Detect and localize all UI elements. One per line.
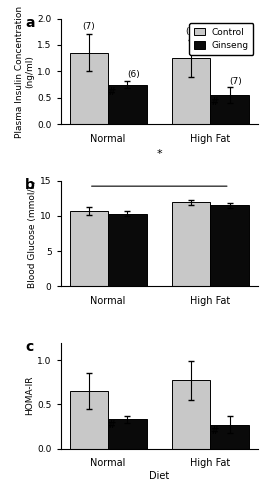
Y-axis label: Blood Glucose (mmol/L): Blood Glucose (mmol/L): [28, 180, 37, 288]
Text: (7): (7): [82, 22, 95, 31]
Text: *: *: [156, 149, 162, 159]
Bar: [210, 95, 249, 124]
Text: (6): (6): [127, 70, 140, 79]
Bar: [70, 53, 108, 124]
Text: (7): (7): [229, 77, 242, 86]
Text: a: a: [25, 16, 35, 30]
Text: (8): (8): [185, 27, 198, 36]
Bar: [108, 85, 147, 124]
Bar: [70, 391, 108, 448]
Bar: [108, 214, 147, 287]
Bar: [210, 425, 249, 448]
Bar: [172, 380, 210, 448]
Bar: [172, 58, 210, 124]
Text: #: #: [210, 426, 218, 435]
Bar: [70, 211, 108, 287]
Text: b: b: [25, 179, 35, 192]
Legend: Control, Ginseng: Control, Ginseng: [189, 23, 254, 55]
Bar: [210, 205, 249, 287]
Bar: [172, 202, 210, 287]
Text: c: c: [25, 340, 33, 354]
X-axis label: Diet: Diet: [149, 471, 170, 481]
Bar: [108, 419, 147, 448]
Y-axis label: HOMA-IR: HOMA-IR: [25, 376, 34, 415]
Y-axis label: Plasma Insulin Concentration
(ng/ml): Plasma Insulin Concentration (ng/ml): [15, 5, 34, 137]
Text: #: #: [210, 98, 218, 108]
Text: #: #: [108, 420, 116, 430]
Text: #: #: [108, 87, 116, 97]
